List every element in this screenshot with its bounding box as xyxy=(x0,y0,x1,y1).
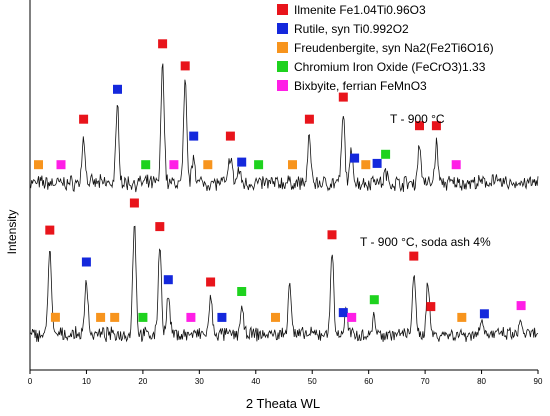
diffraction-trace xyxy=(29,63,539,193)
chromium-marker xyxy=(381,149,391,159)
x-tick-label: 10 xyxy=(82,377,91,386)
legend-item-label: Freudenbergite, syn Na2(Fe2Ti6O16) xyxy=(294,41,494,55)
ilmenite-legend-swatch xyxy=(277,4,288,15)
series-labels: T - 900 °C T - 900 °C, soda ash 4% xyxy=(360,112,491,249)
ilmenite-marker xyxy=(304,114,314,124)
freudenbergite-marker xyxy=(271,312,280,322)
y-axis-label: Intensity xyxy=(5,210,19,255)
bixbyite-marker xyxy=(56,160,66,170)
rutile-marker xyxy=(350,153,360,163)
freudenbergite-marker xyxy=(203,160,213,170)
ilmenite-marker xyxy=(180,61,190,71)
legend-item-label: Ilmenite Fe1.04Ti0.96O3 xyxy=(294,3,426,17)
ilmenite-marker xyxy=(45,225,55,235)
rutile-marker xyxy=(113,84,122,94)
x-tick-label: 30 xyxy=(195,377,204,386)
rutile-legend-swatch xyxy=(277,23,288,34)
bixbyite-legend-swatch xyxy=(277,80,288,91)
ilmenite-marker xyxy=(225,131,235,141)
x-tick-label: 90 xyxy=(534,377,543,386)
bixbyite-marker xyxy=(451,160,461,170)
rutile-marker xyxy=(237,157,247,167)
ilmenite-marker xyxy=(206,277,216,287)
diffraction-trace xyxy=(29,225,539,343)
chromium-marker xyxy=(369,295,379,305)
ilmenite-marker xyxy=(415,121,424,131)
rutile-marker xyxy=(189,131,199,141)
chromium-marker xyxy=(254,160,264,170)
legend-item-label: Chromium Iron Oxide (FeCrO3)1.33 xyxy=(294,60,486,74)
ilmenite-marker xyxy=(409,251,419,261)
phase-markers xyxy=(34,39,526,322)
x-axis-label: 2 Theata WL xyxy=(246,396,320,411)
ilmenite-marker xyxy=(79,114,89,124)
x-tick-label: 40 xyxy=(251,377,260,386)
legend-item-label: Bixbyite, ferrian FeMnO3 xyxy=(294,79,427,93)
traces xyxy=(29,63,539,343)
x-tick-label: 70 xyxy=(421,377,430,386)
chromium-marker xyxy=(141,160,151,170)
bixbyite-marker xyxy=(169,160,179,170)
freudenbergite-marker xyxy=(361,160,371,170)
freudenbergite-marker xyxy=(110,312,120,322)
ilmenite-marker xyxy=(338,92,348,102)
bixbyite-marker xyxy=(186,312,196,322)
series-label: T - 900 °C xyxy=(390,112,445,126)
freudenbergite-marker xyxy=(50,312,60,322)
x-tick-label: 50 xyxy=(308,377,317,386)
freudenbergite-marker xyxy=(288,160,297,170)
ilmenite-marker xyxy=(431,121,441,131)
legend-item-label: Rutile, syn Ti0.992O2 xyxy=(294,22,409,36)
x-tick-label: 80 xyxy=(477,377,486,386)
x-tick-label: 20 xyxy=(138,377,147,386)
rutile-marker xyxy=(163,275,173,285)
x-tick-label: 60 xyxy=(364,377,373,386)
freudenbergite-marker xyxy=(34,160,43,170)
rutile-marker xyxy=(479,309,489,319)
freudenbergite-marker xyxy=(96,312,106,322)
ilmenite-marker xyxy=(129,198,139,208)
rutile-marker xyxy=(338,308,348,318)
rutile-marker xyxy=(81,257,91,267)
chromium-marker xyxy=(138,312,148,322)
x-tick-label: 0 xyxy=(28,377,33,386)
rutile-marker xyxy=(372,158,382,168)
bixbyite-marker xyxy=(516,301,526,311)
chromium-marker xyxy=(237,287,247,296)
ilmenite-marker xyxy=(327,230,337,240)
x-ticks: 0 10 20 30 40 50 60 70 80 90 xyxy=(28,370,543,386)
freudenbergite-legend-swatch xyxy=(277,42,288,53)
ilmenite-marker xyxy=(426,302,436,312)
bixbyite-marker xyxy=(347,312,357,322)
ilmenite-marker xyxy=(155,222,165,232)
series-label: T - 900 °C, soda ash 4% xyxy=(360,235,491,249)
rutile-marker xyxy=(217,312,227,322)
axes xyxy=(29,0,538,371)
chromium-legend-swatch xyxy=(277,61,288,72)
ilmenite-marker xyxy=(158,39,168,49)
freudenbergite-marker xyxy=(457,312,467,322)
legend: Ilmenite Fe1.04Ti0.96O3 Rutile, syn Ti0.9… xyxy=(277,3,494,93)
